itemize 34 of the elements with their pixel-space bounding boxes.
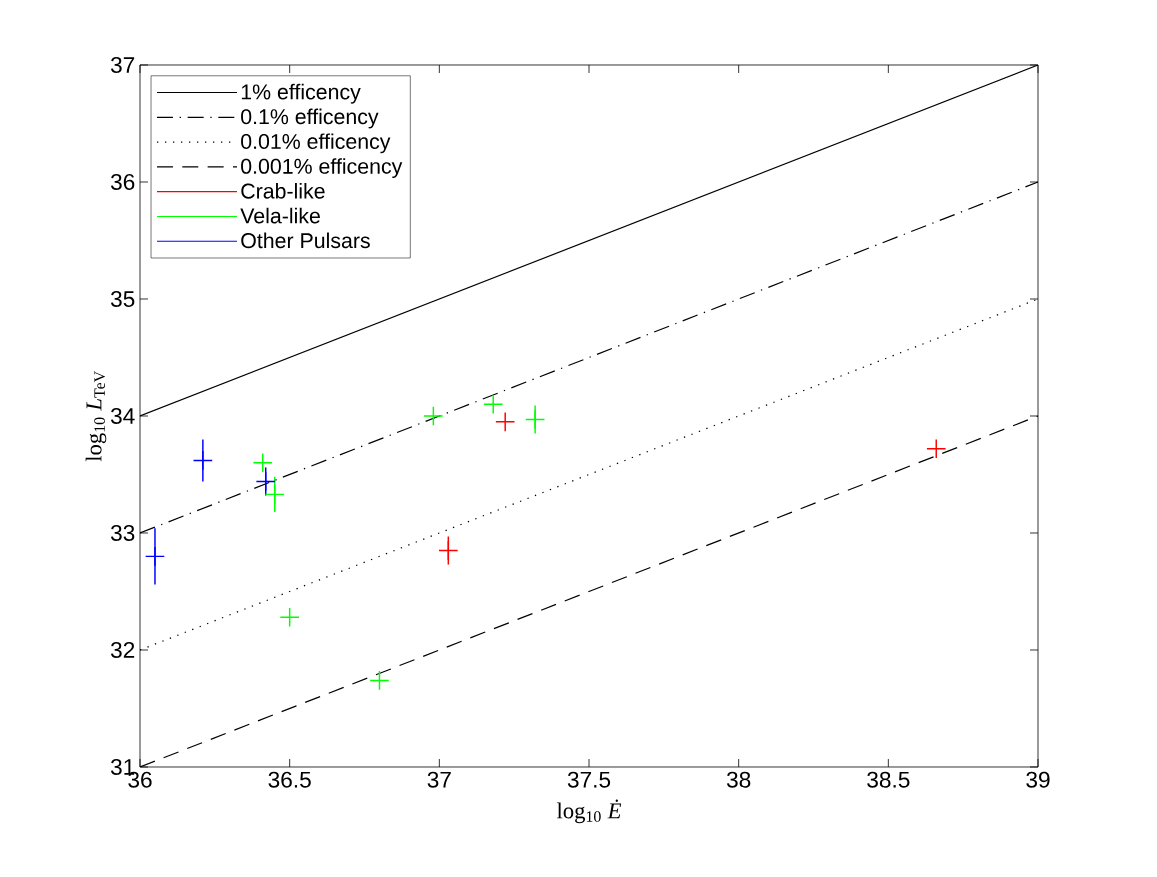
point [369,670,390,691]
legend-label: 0.001% efficency [241,158,403,179]
x-tick-label: 39 [1026,771,1050,788]
point [252,452,273,473]
y-tick-label: 33 [110,524,135,542]
legend-label: Crab-like [241,182,325,199]
x-tick-label: 38.5 [867,771,910,788]
x-tick-label: 37.5 [567,771,611,788]
legend-label: Other Pulsars [241,232,370,249]
x-tick-label: 37 [427,771,451,788]
point [926,438,947,459]
point [438,540,459,561]
y-tick-label: 35 [110,290,135,308]
point [279,607,300,628]
legend-label: Vela-like [240,207,320,224]
legend-label: 0.01% efficency [241,133,391,154]
point [483,394,504,415]
y-tick-label: 34 [110,407,135,425]
legend-label: 1% efficency [241,83,361,104]
point [423,405,444,427]
x-tick-label: 38 [726,771,751,788]
y-tick-label: 37 [110,56,135,74]
point [255,471,276,492]
x-axis-title: log$_{10}$ Ė [556,799,622,824]
y-tick-label: 32 [110,641,135,659]
point [192,450,213,471]
y-axis-title: log$_{10}$ L$_{TeV}$ [85,371,107,462]
point [264,484,285,505]
point [144,546,166,567]
legend-label: 0.1% efficency [241,108,379,129]
point [525,409,546,430]
point [495,411,516,432]
x-tick-label: 36.5 [268,771,311,788]
y-tick-label: 36 [110,173,135,191]
